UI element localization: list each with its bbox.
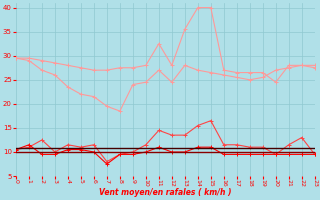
X-axis label: Vent moyen/en rafales ( km/h ): Vent moyen/en rafales ( km/h ) (99, 188, 232, 197)
